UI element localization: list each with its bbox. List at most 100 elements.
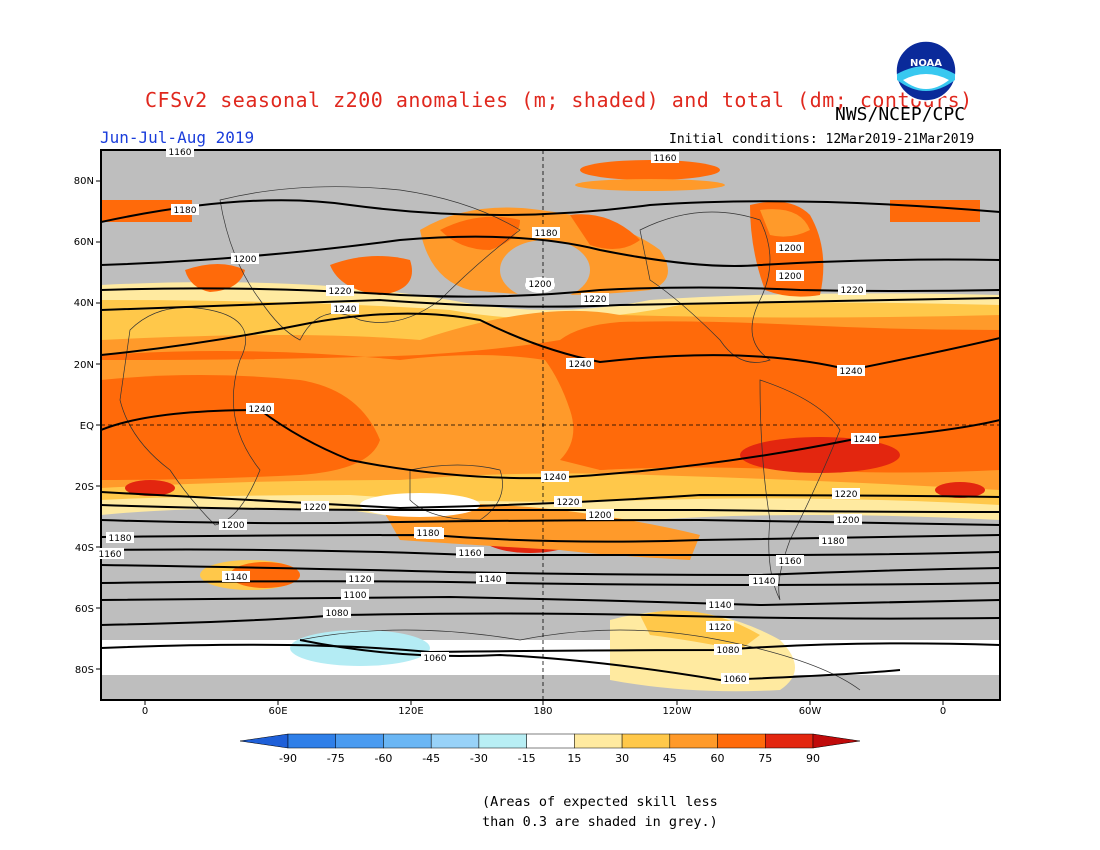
- contour-label-bg: [554, 496, 582, 507]
- lat-label: 80N: [74, 176, 94, 187]
- agency-label: NWS/NCEP/CPC: [835, 104, 966, 125]
- contour-label-bg: [231, 253, 259, 264]
- colorbar-swatch: [669, 733, 718, 749]
- colorbar-tick-label: 30: [615, 752, 629, 765]
- contour-label: 1240: [854, 435, 877, 445]
- contour-label-bg: [750, 575, 778, 586]
- contour-label: 1140: [225, 573, 248, 583]
- lat-label: 20S: [75, 482, 94, 493]
- logo-text: NOAA: [910, 58, 942, 69]
- colorbar-tick-label: -75: [327, 752, 345, 765]
- colorbar-tick-label: 90: [806, 752, 820, 765]
- contour-label: 1200: [222, 521, 245, 531]
- lat-label: 40N: [74, 298, 94, 309]
- contour-label: 1180: [109, 534, 132, 544]
- contour-label-bg: [776, 242, 804, 253]
- contour-label-bg: [837, 365, 865, 376]
- contour-label-bg: [581, 293, 609, 304]
- colorbar-tick-label: -45: [422, 752, 440, 765]
- colorbar: -90 -75 -60 -45 -30 -15 15 30 45 60 75 90: [239, 733, 861, 765]
- contour-label-bg: [246, 403, 274, 414]
- contour-label: 1220: [304, 503, 327, 513]
- contour-label: 1220: [835, 490, 858, 500]
- contour-label-bg: [331, 303, 359, 314]
- contour-label-bg: [171, 204, 199, 215]
- lon-label: 60W: [799, 706, 822, 717]
- contour-label: 1200: [779, 244, 802, 254]
- colorbar-tick-label: -90: [279, 752, 297, 765]
- contour-label-bg: [721, 673, 749, 684]
- colorbar-arrow-right: [812, 733, 861, 749]
- contour-label: 1220: [557, 498, 580, 508]
- contour-label: 1140: [709, 601, 732, 611]
- contour-label: 1080: [326, 609, 349, 619]
- axis-ticks: [96, 180, 944, 705]
- contour-label: 1200: [589, 511, 612, 521]
- colorbar-swatch: [621, 733, 671, 749]
- contour-label: 1180: [822, 537, 845, 547]
- contour-label: 1160: [169, 148, 192, 158]
- contour-label-bg: [96, 548, 124, 559]
- noaa-logo: NOAA: [895, 40, 957, 102]
- contour-label-bg: [219, 519, 247, 530]
- lat-label: 40S: [75, 543, 94, 554]
- contour-label: 1220: [841, 286, 864, 296]
- contour-label-bg: [326, 285, 354, 296]
- contour-label-bg: [166, 146, 194, 157]
- lon-label: 120W: [663, 706, 692, 717]
- colorbar-swatch: [526, 733, 575, 749]
- contour-label: 1080: [717, 646, 740, 656]
- contour-label: 1060: [424, 654, 447, 664]
- chart-title: CFSv2 seasonal z200 anomalies (m; shaded…: [145, 88, 973, 112]
- contour-label-bg: [106, 532, 134, 543]
- contour-label-bg: [706, 599, 734, 610]
- contour-label: 1160: [779, 557, 802, 567]
- contour-label-bg: [651, 152, 679, 163]
- contour-label: 1200: [234, 255, 257, 265]
- contour-label-bg: [586, 509, 614, 520]
- skill-note-line2: than 0.3 are shaded in grey.): [482, 814, 718, 830]
- colorbar-swatch: [717, 733, 766, 749]
- colorbar-tick-label: -30: [470, 752, 488, 765]
- skill-note: (Areas of expected skill less than 0.3 a…: [482, 792, 718, 832]
- colorbar-tick-label: 60: [711, 752, 725, 765]
- contour-labels: 1160 1180 1200 1220 1240 1240 1220 1200 1180 1160…: [96, 146, 879, 685]
- lon-label: 0: [142, 706, 148, 717]
- lat-label: 80S: [75, 665, 94, 676]
- contour-label: 1220: [584, 295, 607, 305]
- lat-label: 20N: [74, 360, 94, 371]
- contour-label-bg: [301, 501, 329, 512]
- contour-label-bg: [323, 607, 351, 618]
- contour-label-bg: [476, 573, 504, 584]
- colorbar-arrow-left: [239, 733, 289, 749]
- contour-label: 1120: [349, 575, 372, 585]
- contour-label: 1120: [709, 623, 732, 633]
- contour-label: 1180: [535, 229, 558, 239]
- contour-label-bg: [838, 284, 866, 295]
- colorbar-swatch: [574, 733, 623, 749]
- colorbar-swatch: [287, 733, 336, 749]
- contour-label: 1060: [724, 675, 747, 685]
- colorbar-tick-label: -15: [518, 752, 536, 765]
- contour-label: 1180: [174, 206, 197, 216]
- colorbar-tick-label: -60: [374, 752, 392, 765]
- contour-label: 1100: [344, 591, 367, 601]
- contour-label: 1240: [569, 360, 592, 370]
- contour-label: 1240: [544, 473, 567, 483]
- contour-label: 1240: [249, 405, 272, 415]
- contour-label: 1240: [334, 305, 357, 315]
- contour-label-bg: [851, 433, 879, 444]
- initial-conditions-label: Initial conditions: 12Mar2019-21Mar2019: [669, 132, 975, 147]
- contour-label: 1240: [840, 367, 863, 377]
- contour-label-bg: [532, 227, 560, 238]
- contour-label-bg: [456, 547, 484, 558]
- contour-label-bg: [714, 644, 742, 655]
- contour-label-bg: [526, 278, 554, 289]
- contour-label: 1140: [479, 575, 502, 585]
- colorbar-swatch: [383, 733, 432, 749]
- contour-label-bg: [776, 270, 804, 281]
- colorbar-swatch: [765, 733, 814, 749]
- contour-label-bg: [341, 589, 369, 600]
- contour-label-bg: [541, 471, 569, 482]
